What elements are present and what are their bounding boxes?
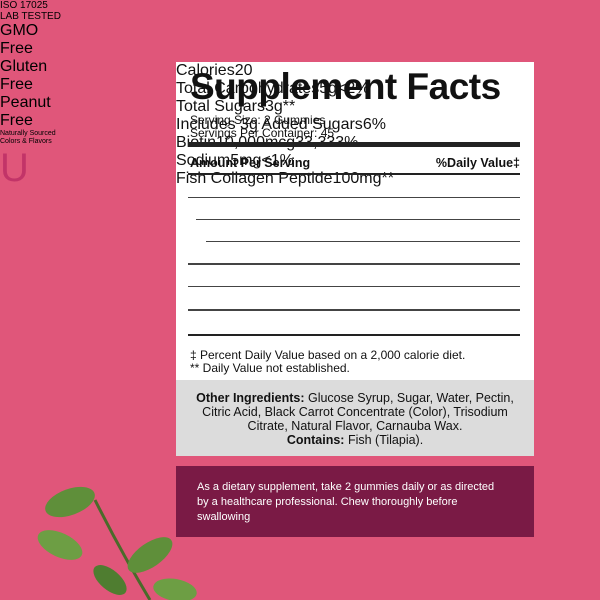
header-dv: %Daily Value‡: [435, 156, 520, 170]
row-rule: [196, 219, 520, 220]
servings-per-container: Servings Per Container: 45: [190, 126, 335, 140]
facts-rows: Calories20 Total Carbohydrates5g<2% Total …: [176, 62, 534, 311]
badge: Peanut Free: [0, 94, 600, 130]
contains-label: Contains:: [286, 433, 345, 447]
badge-text: LAB TESTED: [0, 11, 61, 22]
badge: GMO Free: [0, 22, 600, 58]
ingredients-label: Other Ingredients:: [196, 391, 305, 405]
badge-text: Free: [0, 112, 33, 129]
nutrient-name: Calories: [176, 62, 235, 79]
badge-text: Colors & Flavors: [0, 138, 52, 145]
ingredients-list: Glucose Syrup, Sugar, Water, Pectin, Cit…: [202, 391, 514, 433]
nutrient-amount: 5mg: [230, 152, 262, 169]
badge-text: Peanut: [0, 94, 51, 111]
row-rule: [188, 263, 520, 265]
facts-title: Supplement Facts: [190, 66, 501, 107]
rule: [188, 173, 520, 175]
daily-value: <2%: [336, 80, 370, 97]
ingredients-text: Other Ingredients: Glucose Syrup, Sugar,…: [176, 380, 534, 447]
nutrient-name: Total Sugars: [176, 98, 265, 115]
row-rule: [188, 309, 520, 311]
footnote: ‡ Percent Daily Value based on a 2,000 c…: [190, 348, 466, 362]
facts-row: Calories20: [176, 62, 534, 80]
badge: Naturally Sourced Colors & Flavors: [0, 130, 600, 146]
badge: Gluten Free: [0, 58, 600, 94]
nutrient-amount: 5g: [319, 80, 337, 97]
contains-text: Fish (Tilapia).: [347, 433, 424, 447]
nutrient-name: Includes 3g Added Sugars: [176, 116, 363, 133]
row-rule: [188, 197, 520, 198]
badge-text: Free: [0, 76, 33, 93]
daily-value: 6%: [362, 116, 386, 133]
footnote: ** Daily Value not established.: [190, 361, 350, 375]
badge-text: Free: [0, 40, 33, 57]
supplement-facts-panel: Supplement Facts Serving Size: 2 Gummies…: [176, 62, 534, 392]
row-rule: [206, 241, 520, 242]
badge-text: Naturally Sourced: [0, 130, 56, 137]
badge: U: [0, 146, 600, 190]
rule: [188, 334, 520, 336]
badge-text: Gluten: [0, 58, 48, 75]
badge-text: ISO 17025: [0, 0, 48, 11]
facts-row: Includes 3g Added Sugars6%: [176, 116, 534, 134]
header-amount: Amount Per Serving: [190, 156, 311, 170]
directions: As a dietary supplement, take 2 gummies …: [197, 481, 495, 523]
nutrient-name: Sodium: [176, 152, 231, 169]
facts-row: Total Carbohydrates5g<2%: [176, 80, 534, 98]
facts-row: Sodium5mg<1%: [176, 152, 534, 170]
badge-text: GMO: [0, 22, 39, 39]
nutrient-name: Total Carbohydrates: [176, 80, 320, 97]
daily-value: **: [282, 98, 296, 115]
ingredients-box: Other Ingredients: Glucose Syrup, Sugar,…: [176, 380, 534, 456]
leaf-decoration: [37, 486, 197, 600]
facts-row: Total Sugars3g**: [176, 98, 534, 116]
badge-column: ISO 17025 LAB TESTED GMO Free Gluten Free Pean…: [0, 0, 600, 190]
daily-value: <1%: [261, 152, 294, 169]
directions-box: As a dietary supplement, take 2 gummies …: [176, 466, 534, 537]
rule: [188, 142, 520, 147]
badge: ISO 17025 LAB TESTED: [0, 0, 600, 22]
nutrient-amount: 3g: [264, 98, 283, 115]
badge-text: U: [0, 146, 29, 190]
serving-size: Serving Size: 2 Gummies: [190, 113, 326, 127]
row-rule: [188, 286, 520, 287]
nutrient-amount: 20: [234, 62, 253, 79]
